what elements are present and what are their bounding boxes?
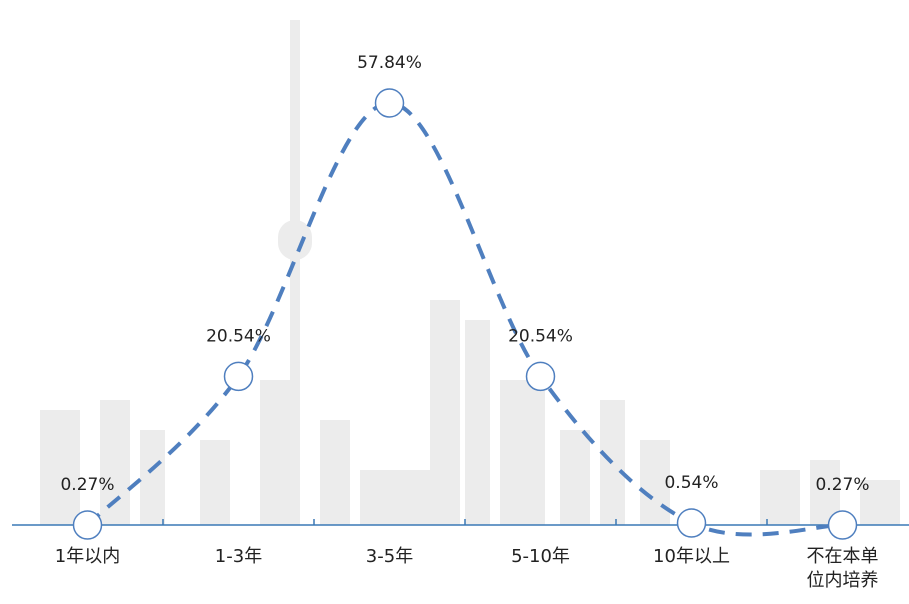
- data-label: 0.27%: [60, 475, 114, 495]
- marker: [223, 361, 254, 392]
- data-label: 57.84%: [357, 53, 422, 73]
- x-tick-label: 不在本单位内培养: [806, 546, 879, 591]
- x-tick-label: 10年以上: [653, 546, 730, 567]
- marker: [827, 510, 858, 540]
- data-label: 20.54%: [206, 326, 271, 346]
- skyline: [40, 20, 900, 525]
- marker: [676, 508, 707, 538]
- data-label: 20.54%: [508, 326, 573, 346]
- x-tick-label: 3-5年: [365, 546, 414, 567]
- data-label: 0.54%: [664, 473, 718, 493]
- data-label: 0.27%: [815, 475, 869, 495]
- x-tick-label: 5-10年: [511, 546, 570, 567]
- x-tick-label: 1-3年: [214, 546, 263, 567]
- x-tick-label: 1年以内: [54, 546, 121, 567]
- marker: [72, 510, 103, 540]
- marker: [525, 361, 556, 392]
- marker: [374, 88, 405, 118]
